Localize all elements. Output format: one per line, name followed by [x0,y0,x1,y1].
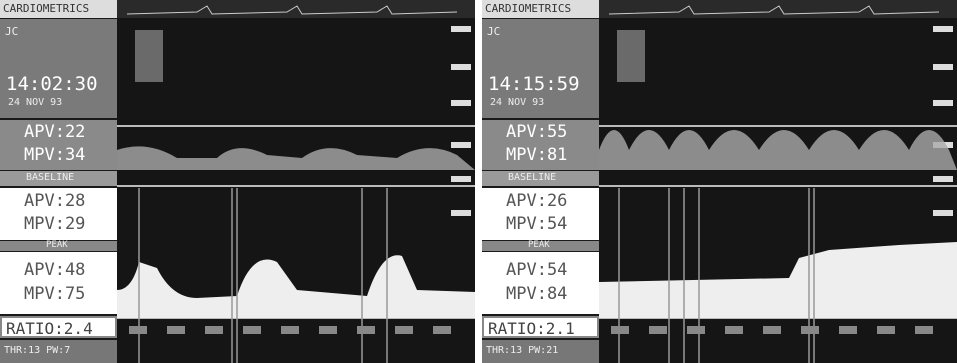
upper-readout: APV:55 MPV:81 [482,120,599,170]
axis-tick [801,326,819,334]
mpv: MPV:75 [24,284,85,304]
axis-tick [129,326,147,334]
scale-mark [451,176,471,182]
baseline-bar: BASELINE [0,171,117,186]
axis-tick [611,326,629,334]
apv: APV:26 [506,191,567,211]
mpv: MPV:34 [24,145,85,165]
mpv: MPV:84 [506,284,567,304]
scale-mark [451,142,471,148]
axis-tick [395,326,413,334]
apv: APV:22 [24,122,85,142]
mpv: MPV:29 [24,214,85,234]
date: 24 NOV 93 [490,97,544,108]
doppler-display [117,0,475,363]
scale-mark [933,100,953,106]
axis-tick [725,326,743,334]
initials: JC [5,25,18,38]
axis-tick [357,326,375,334]
scale-mark [451,100,471,106]
screen: CARDIOMETRICS JC 14:02:30 24 NOV 93 APV:22 MP… [0,0,957,363]
axis-tick [649,326,667,334]
baseline-readout: APV:26 MPV:54 [482,188,599,240]
peak-label: PEAK [46,240,68,250]
scale-mark [451,26,471,32]
peak-bar: PEAK [0,241,117,251]
top-strip [599,0,957,18]
baseline-readout: APV:28 MPV:29 [0,188,117,240]
ratio: RATIO:2.1 [488,319,575,338]
settings: THR:13 PW:21 [486,345,558,356]
axis-tick [433,326,451,334]
brand: CARDIOMETRICS [3,2,89,15]
patient-block: JC 14:02:30 24 NOV 93 [0,19,117,118]
ratio: RATIO:2.4 [6,319,93,338]
time: 14:15:59 [488,73,580,95]
ratio-bar: RATIO:2.4 [0,316,117,338]
ratio-bar: RATIO:2.1 [482,316,599,338]
axis-tick [877,326,895,334]
date: 24 NOV 93 [8,97,62,108]
sidebar: CARDIOMETRICS JC 14:02:30 24 NOV 93 APV:22 MP… [0,0,117,363]
axis-tick [319,326,337,334]
scale-mark [933,26,953,32]
settings-bar: THR:13 PW:7 [0,340,117,363]
marker-box [617,30,645,82]
peak-bar: PEAK [482,241,599,251]
axis-tick [915,326,933,334]
axis-tick [205,326,223,334]
top-strip [117,0,475,18]
baseline-label: BASELINE [508,172,556,183]
scale-mark [451,210,471,216]
axis-tick [839,326,857,334]
brand-bar: CARDIOMETRICS [482,0,599,18]
scale-mark [933,176,953,182]
apv: APV:48 [24,260,85,280]
axis-tick [281,326,299,334]
sidebar: CARDIOMETRICS JC 14:15:59 24 NOV 93 APV:55 MP… [482,0,599,363]
upper-readout: APV:22 MPV:34 [0,120,117,170]
baseline-label: BASELINE [26,172,74,183]
scale-mark [451,64,471,70]
apv: APV:55 [506,122,567,142]
brand: CARDIOMETRICS [485,2,571,15]
initials: JC [487,25,500,38]
peak-label: PEAK [528,240,550,250]
apv: APV:28 [24,191,85,211]
apv: APV:54 [506,260,567,280]
scale-mark [933,64,953,70]
peak-readout: APV:54 MPV:84 [482,252,599,314]
mpv: MPV:81 [506,145,567,165]
patient-block: JC 14:15:59 24 NOV 93 [482,19,599,118]
axis-tick [243,326,261,334]
settings-bar: THR:13 PW:21 [482,340,599,363]
baseline-bar: BASELINE [482,171,599,186]
axis-tick [687,326,705,334]
peak-readout: APV:48 MPV:75 [0,252,117,314]
axis-tick [167,326,185,334]
doppler-display [599,0,957,363]
scale-mark [933,210,953,216]
settings: THR:13 PW:7 [4,345,70,356]
monitor-panel: CARDIOMETRICS JC 14:02:30 24 NOV 93 APV:22 MP… [0,0,475,363]
mpv: MPV:54 [506,214,567,234]
brand-bar: CARDIOMETRICS [0,0,117,18]
marker-box [135,30,163,82]
axis-tick [763,326,781,334]
monitor-panel: CARDIOMETRICS JC 14:15:59 24 NOV 93 APV:55 MP… [482,0,957,363]
time: 14:02:30 [6,73,98,95]
